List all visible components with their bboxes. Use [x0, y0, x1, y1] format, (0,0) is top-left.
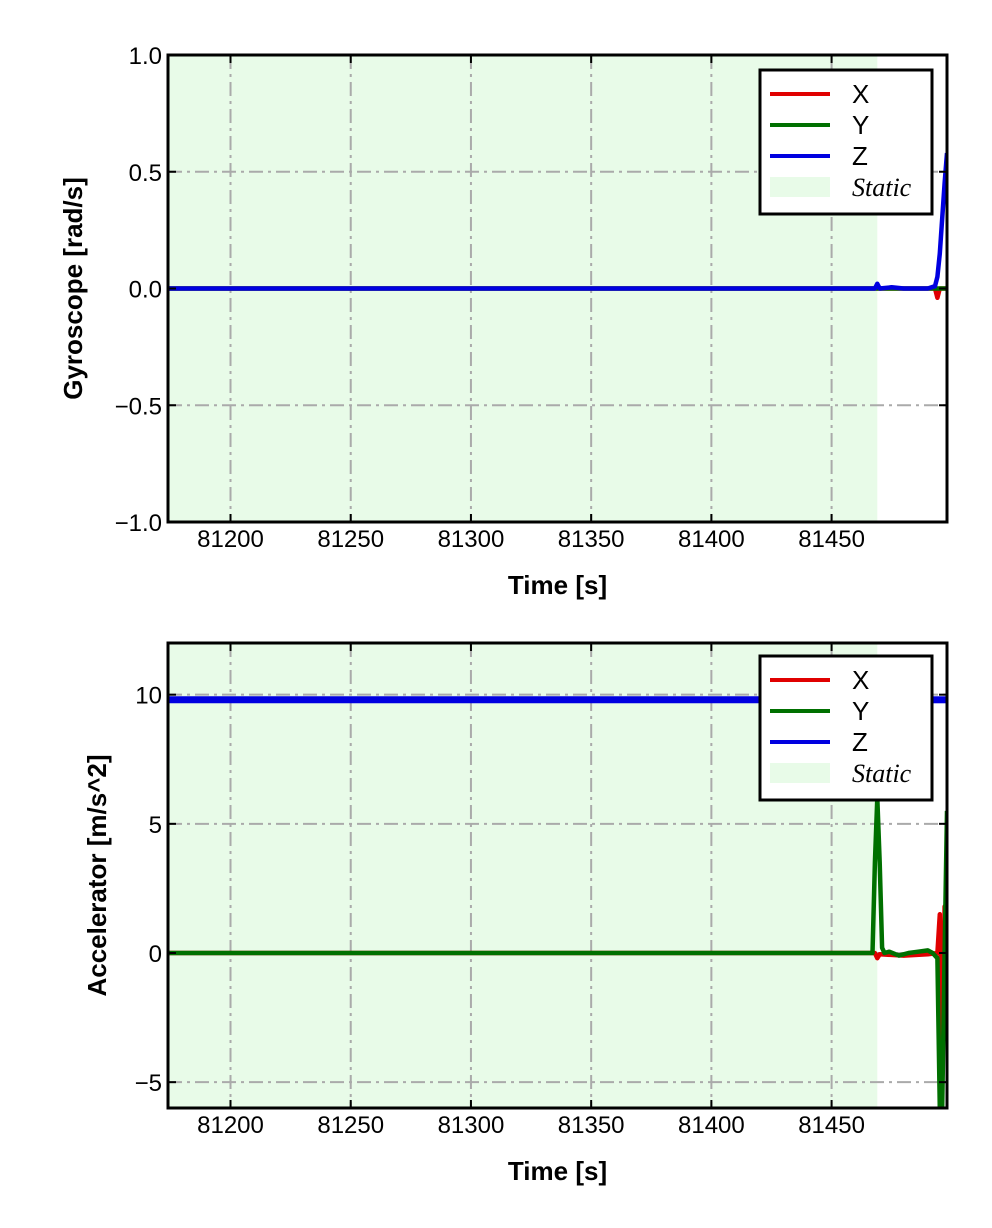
x-tick-label: 81300 — [438, 1112, 505, 1139]
x-axis-label: Time [s] — [508, 570, 607, 600]
x-tick-label: 81400 — [678, 526, 745, 553]
y-tick-label: 1.0 — [129, 43, 162, 70]
y-tick-label: 10 — [135, 683, 162, 710]
y-axis-label: Accelerator [m/s^2] — [82, 754, 112, 996]
legend-swatch-static — [770, 763, 830, 783]
y-tick-label: 0 — [149, 941, 162, 968]
y-axis-label: Gyroscope [rad/s] — [58, 177, 88, 400]
legend-label-z: Z — [852, 727, 868, 757]
x-tick-label: 81200 — [197, 1112, 264, 1139]
x-tick-label: 81200 — [197, 526, 264, 553]
plot-frame — [166, 641, 949, 1110]
x-axis-label: Time [s] — [508, 1156, 607, 1186]
legend-swatch-static — [770, 177, 830, 197]
legend-label-z: Z — [852, 141, 868, 171]
legend-label-static: Static — [852, 173, 912, 202]
legend-label-y: Y — [852, 110, 869, 140]
x-tick-label: 81350 — [558, 526, 625, 553]
legend-label-y: Y — [852, 696, 869, 726]
x-tick-label: 81250 — [317, 526, 384, 553]
y-tick-label: −1.0 — [115, 510, 162, 537]
legend-label-x: X — [852, 79, 869, 109]
y-tick-label: 0.5 — [129, 160, 162, 187]
y-tick-label: −0.5 — [115, 393, 162, 420]
x-tick-label: 81450 — [798, 1112, 865, 1139]
chart-panel-2: 81200 81250 81300 81350 81400 81450 10 5 0 −5 Time… — [82, 641, 949, 1186]
chart-panel-1: 81200 81250 81300 81350 81400 81450 1.0 0.5 0.0 −… — [58, 43, 949, 600]
y-tick-label: 5 — [149, 812, 162, 839]
series-line-y — [168, 795, 947, 1108]
x-tick-label: 81350 — [558, 1112, 625, 1139]
series-line-z — [168, 152, 947, 291]
x-tick-label: 81300 — [438, 526, 505, 553]
y-tick-label: −5 — [135, 1070, 162, 1097]
y-tick-label: 0.0 — [129, 277, 162, 304]
legend-label-static: Static — [852, 759, 912, 788]
x-tick-label: 81450 — [798, 526, 865, 553]
legend-label-x: X — [852, 665, 869, 695]
x-tick-label: 81400 — [678, 1112, 745, 1139]
x-tick-label: 81250 — [317, 1112, 384, 1139]
